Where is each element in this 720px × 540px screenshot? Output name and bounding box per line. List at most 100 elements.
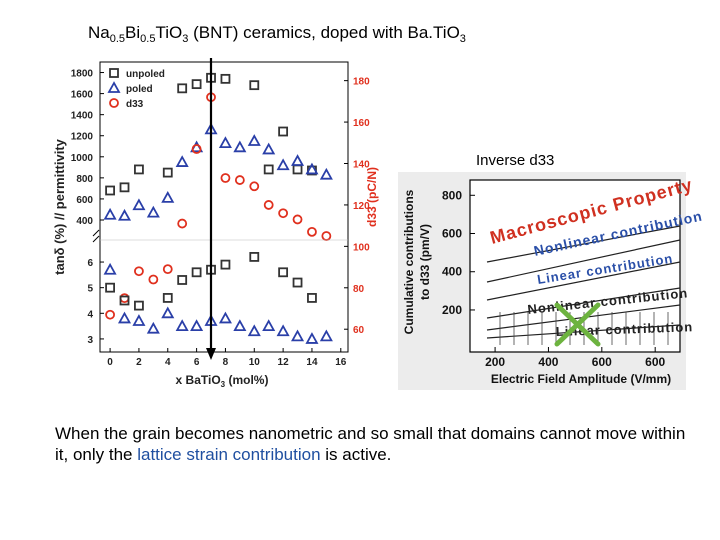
circle-marker [307,226,317,237]
title-part: Bi [125,23,140,42]
y-tick-label: 200 [442,303,462,317]
green-cross [554,302,601,347]
legend-label: unpoled [126,69,165,80]
contribution-curve [486,239,681,283]
caption-text: is active. [320,445,392,464]
y-tick-label: 3 [87,335,93,346]
triangle-marker [276,324,290,337]
right-figure: Inverse d33 200 400 600 800 200 400 600 600 Elect… [402,152,704,386]
triangle-marker [103,207,117,220]
triangle-marker [262,319,276,332]
y-axis-label: to d33 (pm/V) [418,224,432,300]
x-label-part: (mol%) [225,373,268,387]
square-marker [177,275,188,285]
x-axis-label: x BaTiO3 (mol%) [176,373,269,389]
square-marker [191,267,202,278]
circle-marker [134,266,144,277]
x-tick-label: 600 [645,355,665,369]
x-tick-label: 14 [306,357,318,368]
slide-title: Na0.5Bi0.5TiO3 (BNT) ceramics, doped wit… [88,23,466,45]
y-tick-label: 1800 [71,69,94,80]
circle-marker [148,274,159,285]
x-tick-label: 16 [335,357,347,368]
x-tick-label: 0 [107,357,113,368]
title-subscript: 3 [182,33,188,45]
x-axis-label: Electric Field Amplitude (V/mm) [491,372,671,386]
title-part: Na [88,23,110,42]
square-marker [109,68,119,78]
square-marker [134,164,144,175]
square-marker [162,293,173,303]
square-marker [191,79,202,90]
y-tick-label: 600 [76,195,93,206]
y-tick-label: 1400 [71,111,94,122]
x-tick-label: 10 [249,357,261,368]
y2-tick-label: 160 [353,118,370,129]
square-marker [105,185,115,196]
y-tick-label: 4 [87,309,93,320]
y2-axis-label: d33 (pC/N) [365,167,379,227]
x-label-part: 3 [221,380,226,389]
triangle-marker [291,329,305,342]
contribution-curve [486,287,681,319]
square-marker [292,277,303,288]
circle-marker [162,264,173,275]
circle-marker [177,218,188,229]
circle-marker [321,231,332,241]
triangle-marker [117,208,132,221]
triangle-marker [107,81,121,93]
circle-marker [105,309,115,320]
y-tick-label: 800 [76,174,93,185]
triangle-marker [132,198,146,211]
y2-tick-label: 120 [353,201,370,212]
circle-marker [278,208,289,219]
triangle-marker [117,311,132,324]
circle-marker [109,98,119,108]
legend-label: poled [126,84,153,95]
circle-marker [263,200,274,210]
square-marker [263,164,274,175]
square-marker [177,83,188,94]
y2-tick-label: 100 [353,242,370,253]
figure-area: Na0.5Bi0.5TiO3 (BNT) ceramics, doped wit… [52,23,704,390]
square-marker [134,300,144,311]
y2-tick-label: 60 [353,325,365,336]
circle-marker [292,214,303,225]
triangle-marker [276,158,290,171]
caption-highlight: lattice strain contribution [137,445,321,464]
title-part: TiO [155,23,182,42]
x-tick-label: 8 [223,357,229,368]
y-axis-label: Cumulative contributions [402,189,416,334]
square-marker [249,252,260,262]
x-label-part: x BaTiO [176,373,221,387]
square-marker [220,259,231,270]
y-tick-label: 1000 [71,153,94,164]
y-axis-label: tanδ (%) // permittivity [52,138,67,275]
square-marker [105,282,115,293]
x-tick-label: 400 [538,355,558,369]
x-tick-label: 12 [278,357,290,368]
title-part: (BNT) ceramics, doped with Ba.TiO [188,23,459,42]
y-tick-label: 6 [87,258,93,269]
triangle-marker [132,314,146,326]
y2-tick-label: 140 [353,160,370,171]
figure-title: Inverse d33 [476,152,554,169]
y-tick-label: 1200 [71,132,94,143]
triangle-marker [247,324,261,337]
square-marker [307,293,317,303]
y2-tick-label: 180 [353,77,370,88]
circle-marker [220,173,231,183]
x-tick-label: 600 [592,355,612,369]
triangle-marker [218,311,232,324]
y-tick-label: 400 [442,265,462,279]
title-subscript: 0.5 [140,33,155,45]
caption-text: When the grain becomes nanometric and so… [55,424,686,464]
triangle-marker [190,319,204,332]
triangle-marker [319,167,333,180]
contribution-curve [486,225,681,263]
x-tick-label: 4 [165,357,171,368]
left-figure: 4006008001000120014001600180060801001201… [52,61,379,389]
triangle-marker [305,332,319,344]
square-marker [119,295,130,306]
